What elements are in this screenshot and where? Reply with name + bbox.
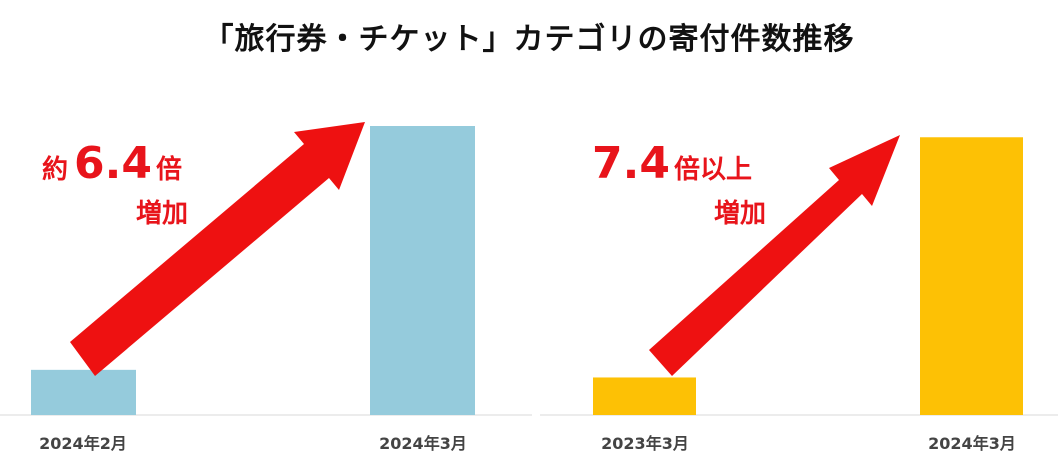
- annotation-line2-right: 増加: [714, 199, 766, 229]
- increase-arrow-right: [649, 135, 900, 376]
- annotation-suffix-right: 倍以上: [674, 154, 752, 185]
- x-tick-label-left-1: 2024年3月: [379, 434, 467, 453]
- annotation-suffix-left: 倍: [156, 154, 182, 185]
- increase-arrow-left: [70, 122, 365, 376]
- bar-left-0: [31, 369, 136, 415]
- annotation-number-left: 6.4: [74, 138, 152, 189]
- tick-labels-left: 2024年2月 2024年3月: [39, 434, 467, 453]
- bar-left-1: [370, 126, 475, 415]
- annotation-right: 7.4 倍以上 増加: [592, 138, 766, 229]
- bar-right-1: [920, 137, 1023, 415]
- page-title: 「旅行券・チケット」カテゴリの寄付件数推移: [203, 22, 855, 57]
- x-tick-label-right-1: 2024年3月: [928, 434, 1016, 453]
- annotation-number-right: 7.4: [592, 138, 670, 189]
- annotation-left: 約 6.4 倍 増加: [42, 138, 188, 229]
- bars-right: [593, 137, 1023, 415]
- chart-left: 2024年2月 2024年3月 約 6.4 倍 増加: [0, 122, 532, 453]
- x-tick-label-right-0: 2023年3月: [601, 434, 689, 453]
- tick-labels-right: 2023年3月 2024年3月: [601, 434, 1016, 453]
- chart-right: 2023年3月 2024年3月 7.4 倍以上 増加: [540, 135, 1058, 453]
- bar-right-0: [593, 377, 696, 415]
- annotation-prefix-left: 約: [42, 154, 68, 185]
- bars-left: [31, 126, 475, 415]
- annotation-line2-left: 増加: [136, 199, 188, 229]
- x-tick-label-left-0: 2024年2月: [39, 434, 127, 453]
